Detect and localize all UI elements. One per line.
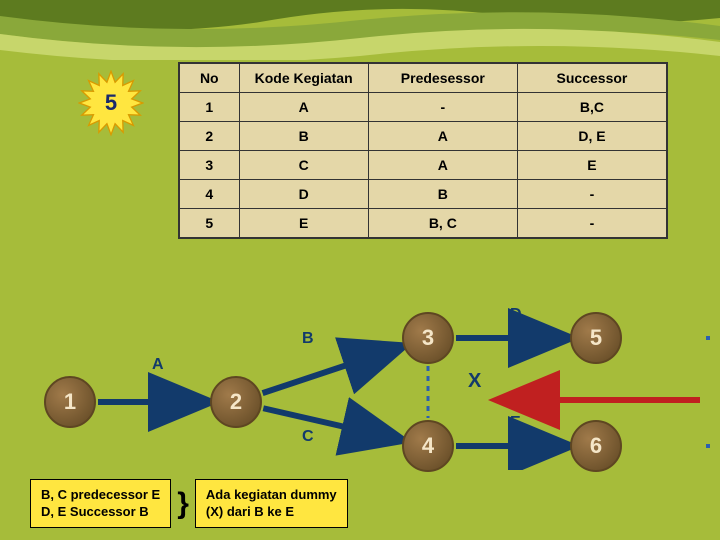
table-cell: 5 <box>180 209 240 238</box>
table-cell: 1 <box>180 93 240 122</box>
table-row: 3CAE <box>180 151 667 180</box>
table-cell: A <box>368 122 517 151</box>
node-3: 3 <box>402 312 454 364</box>
edge-label-B: B <box>302 330 314 348</box>
node-4: 4 <box>402 420 454 472</box>
header-kode: Kode Kegiatan <box>239 64 368 93</box>
node-5: 5 <box>570 312 622 364</box>
note-left: B, C predecessor E D, E Successor B <box>30 479 171 528</box>
header-no: No <box>180 64 240 93</box>
table-cell: C <box>239 151 368 180</box>
table-cell: 2 <box>180 122 240 151</box>
table-cell: D <box>239 180 368 209</box>
note-right: Ada kegiatan dummy (X) dari B ke E <box>195 479 348 528</box>
table-cell: B, C <box>368 209 517 238</box>
note-right-line1: Ada kegiatan dummy <box>206 486 337 504</box>
notes-row: B, C predecessor E D, E Successor B } Ad… <box>30 479 348 528</box>
table-header-row: No Kode Kegiatan Predesessor Successor <box>180 64 667 93</box>
table-row: 4DB- <box>180 180 667 209</box>
table-cell: B <box>368 180 517 209</box>
header-successor: Successor <box>517 64 666 93</box>
starburst-badge: 5 <box>78 70 144 136</box>
network-diagram: 1 2 3 4 5 6 A B C D E X <box>30 300 710 470</box>
node-6: 6 <box>570 420 622 472</box>
node-2: 2 <box>210 376 262 428</box>
table-cell: B,C <box>517 93 666 122</box>
table-cell: D, E <box>517 122 666 151</box>
table-cell: - <box>368 93 517 122</box>
edge-label-E: E <box>510 414 521 432</box>
table-cell: - <box>517 180 666 209</box>
table-row: 2BAD, E <box>180 122 667 151</box>
table-row: 1A-B,C <box>180 93 667 122</box>
activity-table: No Kode Kegiatan Predesessor Successor 1… <box>178 62 668 239</box>
table-cell: E <box>517 151 666 180</box>
note-right-line2: (X) dari B ke E <box>206 503 337 521</box>
table-cell: 4 <box>180 180 240 209</box>
top-band-decoration <box>0 0 720 60</box>
note-left-line1: B, C predecessor E <box>41 486 160 504</box>
table-cell: E <box>239 209 368 238</box>
edge-label-D: D <box>510 306 522 324</box>
table-row: 5EB, C- <box>180 209 667 238</box>
table-cell: A <box>368 151 517 180</box>
node-1: 1 <box>44 376 96 428</box>
edge-label-X: X <box>468 370 481 393</box>
edge-label-A: A <box>152 356 164 374</box>
table-cell: B <box>239 122 368 151</box>
starburst-number: 5 <box>105 90 117 116</box>
edge-label-C: C <box>302 428 314 446</box>
table-cell: A <box>239 93 368 122</box>
table-cell: 3 <box>180 151 240 180</box>
note-left-line2: D, E Successor B <box>41 503 160 521</box>
header-predessor: Predesessor <box>368 64 517 93</box>
brace-icon: } <box>177 490 189 517</box>
table-cell: - <box>517 209 666 238</box>
